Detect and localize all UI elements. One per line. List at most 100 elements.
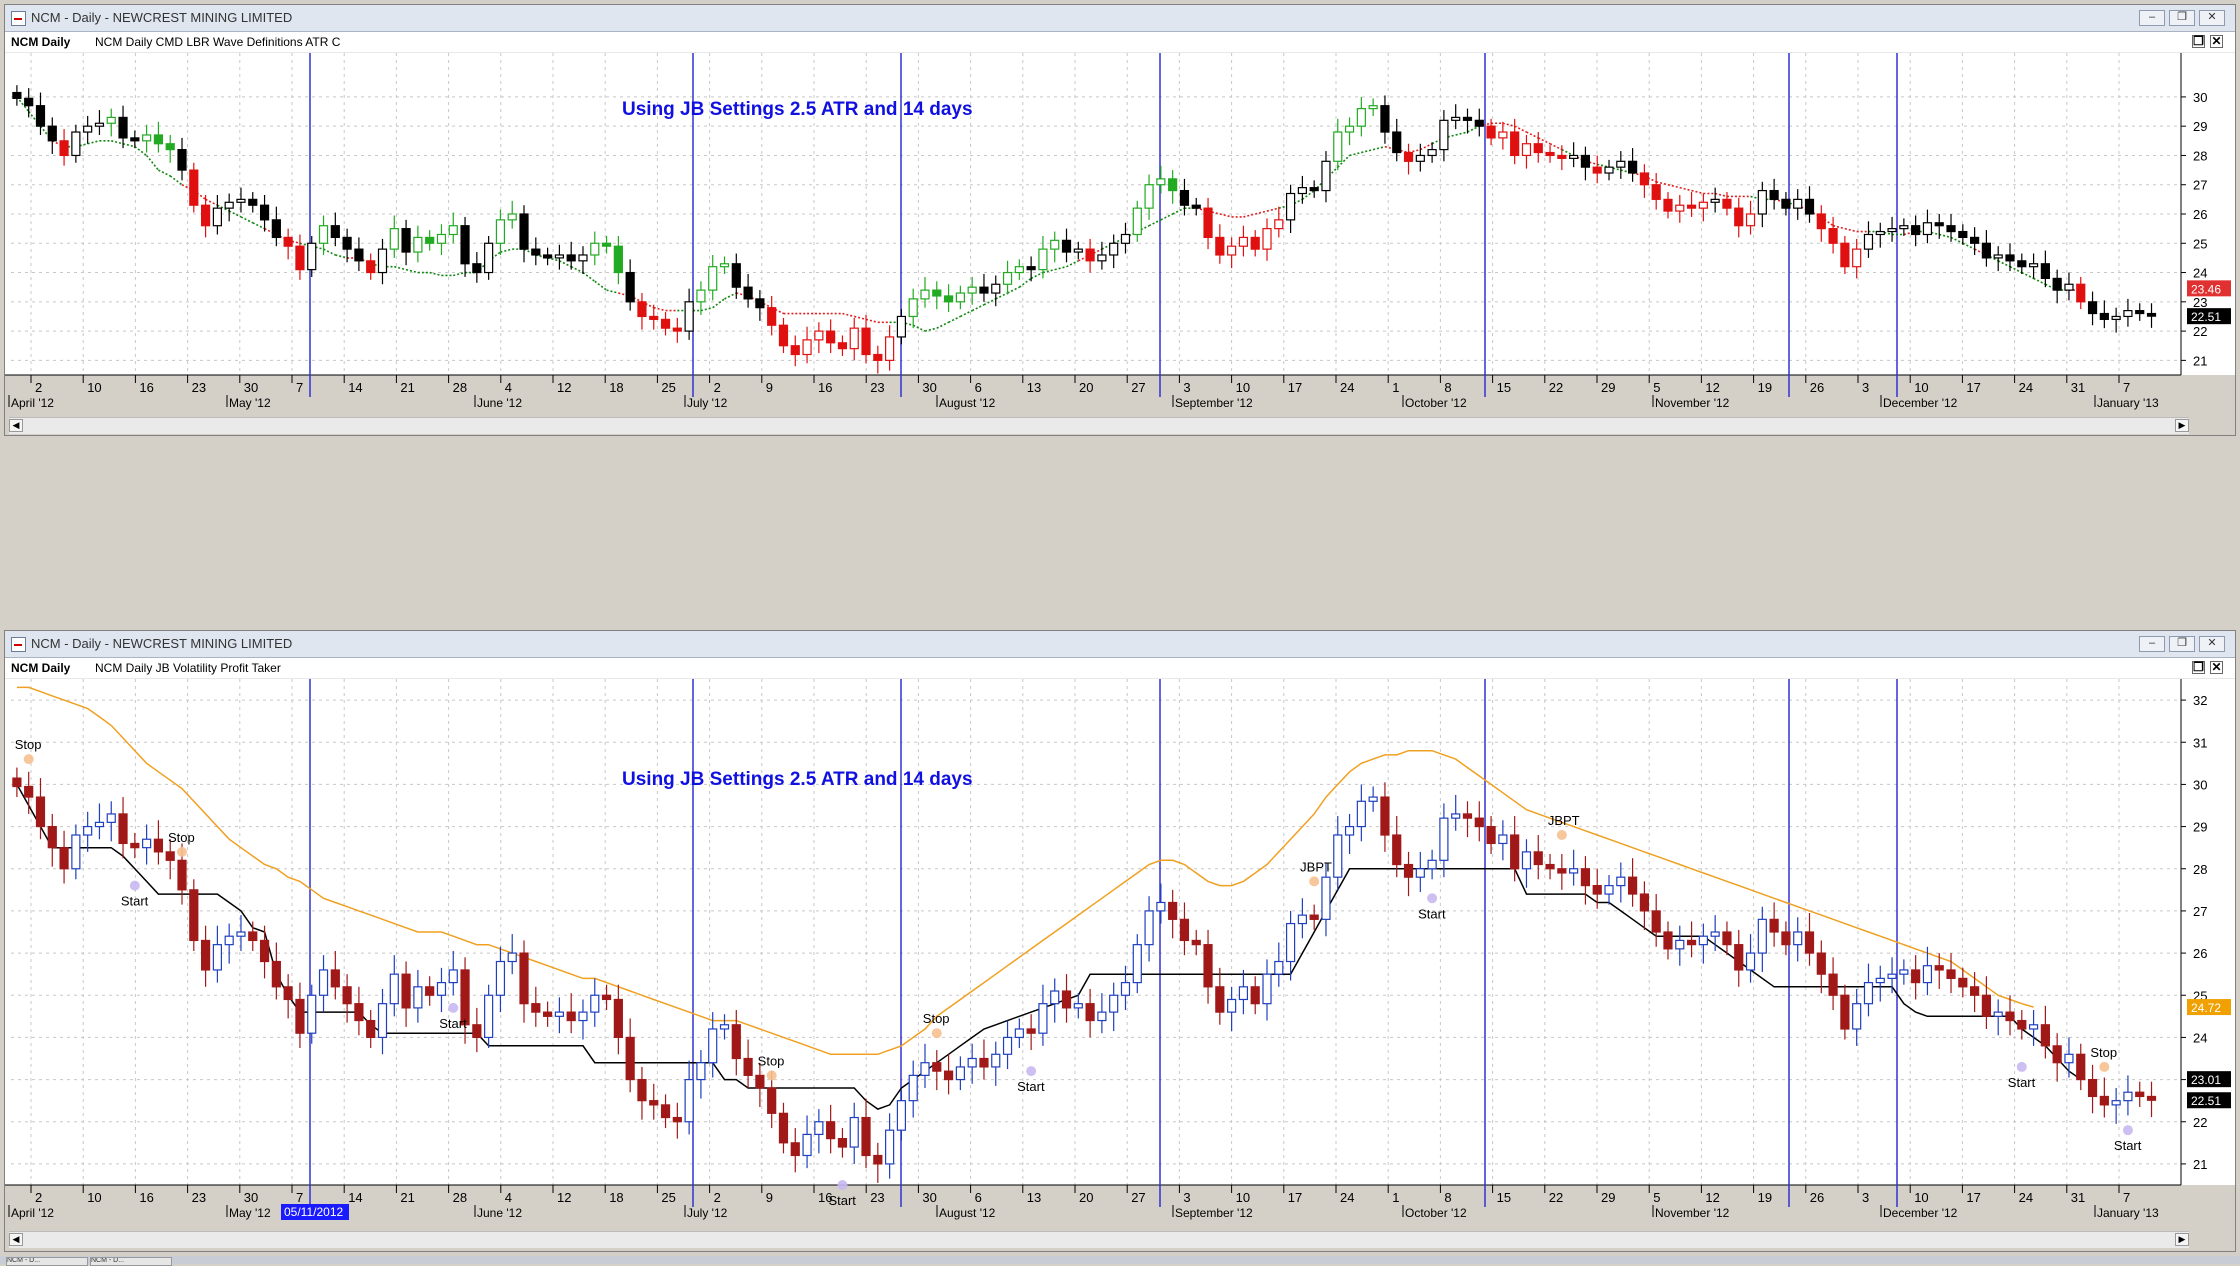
x-tick-label: 15: [1497, 380, 1511, 395]
month-label: September '12: [1175, 1206, 1253, 1220]
close-button[interactable]: ✕: [2199, 10, 2225, 26]
candle-body: [1958, 977, 1968, 988]
window-titlebar[interactable]: NCM - Daily - NEWCREST MINING LIMITED – …: [5, 5, 2235, 32]
maximize-pane-icon[interactable]: ❐: [2192, 660, 2205, 674]
candle-body: [2111, 315, 2121, 320]
minimize-button[interactable]: –: [2139, 636, 2165, 652]
candle-body: [896, 1100, 907, 1131]
candle-body: [1168, 178, 1178, 192]
window-tab[interactable]: NCM - D...: [90, 1257, 172, 1266]
candle-body: [590, 994, 600, 1013]
signal-label: Start: [2114, 1138, 2142, 1153]
candle-body: [2135, 310, 2145, 315]
candle-body: [1510, 131, 1520, 157]
candle-body: [1179, 918, 1190, 942]
month-label: December '12: [1883, 1206, 1958, 1220]
x-tick-label: 21: [400, 380, 414, 395]
candle-body: [1663, 198, 1673, 212]
y-tick-label: 28: [2193, 862, 2207, 877]
trail-stop-line: [39, 125, 53, 142]
y-tick-label: 29: [2193, 820, 2207, 835]
candle-body: [1592, 166, 1602, 174]
chart-window-top[interactable]: NCM - Daily - NEWCREST MINING LIMITED – …: [4, 4, 2236, 436]
candle-body: [1922, 222, 1933, 236]
signal-label: Stop: [923, 1011, 950, 1026]
candle-body: [177, 859, 187, 891]
minimize-button[interactable]: –: [2139, 10, 2165, 26]
close-pane-icon[interactable]: ✕: [2210, 34, 2223, 48]
candle-body: [1793, 931, 1803, 946]
month-label: October '12: [1405, 1206, 1467, 1220]
candle-body: [248, 198, 258, 206]
maximize-pane-icon[interactable]: ❐: [2192, 34, 2205, 48]
candle-body: [130, 842, 140, 849]
trail-stop-line: [1018, 277, 1032, 288]
candle-body: [719, 263, 730, 268]
x-tick-label: 10: [87, 1190, 101, 1205]
close-button[interactable]: ✕: [2199, 636, 2225, 652]
y-tick-label: 21: [2193, 1157, 2207, 1172]
scroll-left-icon[interactable]: ◀: [9, 419, 23, 432]
x-tick-label: 29: [1601, 380, 1615, 395]
x-tick-label: 24: [1340, 380, 1354, 395]
symbol-label: NCM Daily: [11, 661, 71, 675]
candle-body: [837, 342, 848, 350]
x-tick-label: 3: [1183, 1190, 1190, 1205]
candle-body: [696, 289, 706, 303]
candle-body: [1604, 885, 1614, 895]
candle-body: [1698, 935, 1708, 946]
scroll-right-icon[interactable]: ▶: [2175, 1233, 2189, 1246]
month-label: January '13: [2097, 1206, 2159, 1220]
chart-header: NCM Daily NCM Daily JB Volatility Profit…: [5, 658, 2235, 679]
x-tick-label: 16: [818, 1190, 832, 1205]
candle-body: [354, 1003, 364, 1022]
candle-body: [24, 785, 34, 798]
indicator-label: NCM Daily CMD LBR Wave Definitions ATR C: [95, 35, 341, 49]
candle-body: [507, 213, 517, 221]
candle-body: [1722, 198, 1732, 209]
x-tick-label: 17: [1966, 380, 1980, 395]
candle-body: [2123, 310, 2133, 318]
x-tick-label: 5: [1653, 380, 1660, 395]
candle-body: [1427, 148, 1437, 157]
window-tab[interactable]: NCM - D...: [6, 1257, 88, 1266]
month-label: June '12: [477, 1206, 522, 1220]
price-chart-bottom[interactable]: 2122232425262728293031322101623307142128…: [5, 679, 2235, 1231]
x-tick-label: 19: [1758, 1190, 1772, 1205]
candle-body: [1297, 914, 1307, 925]
horizontal-scrollbar[interactable]: ◀ ▶: [9, 417, 2189, 434]
chart-window-bottom[interactable]: NCM - Daily - NEWCREST MINING LIMITED – …: [4, 630, 2236, 1252]
candle-body: [1521, 143, 1532, 157]
restore-button[interactable]: ❐: [2169, 636, 2195, 652]
candle-body: [1486, 825, 1496, 845]
scroll-right-icon[interactable]: ▶: [2175, 419, 2189, 432]
y-tick-label: 24: [2193, 1030, 2207, 1045]
candle-body: [1486, 125, 1496, 139]
candle-body: [1002, 1036, 1013, 1055]
candle-body: [566, 1011, 576, 1022]
candle-body: [472, 1024, 482, 1039]
candle-body: [778, 324, 789, 347]
candle-body: [790, 1142, 800, 1157]
candle-body: [2064, 283, 2074, 291]
scroll-left-icon[interactable]: ◀: [9, 1233, 23, 1246]
month-label: May '12: [229, 1206, 271, 1220]
y-tick-label: 27: [2193, 904, 2207, 919]
candle-body: [719, 1024, 730, 1030]
restore-button[interactable]: ❐: [2169, 10, 2195, 26]
candle-body: [531, 248, 541, 256]
close-pane-icon[interactable]: ✕: [2210, 660, 2223, 674]
candle-body: [637, 301, 647, 318]
candle-body: [1415, 154, 1425, 162]
candle-body: [307, 242, 317, 271]
price-badge: [2187, 308, 2231, 325]
candle-body: [224, 935, 234, 946]
signal-label: Stop: [2090, 1045, 2117, 1060]
candle-body: [920, 289, 930, 300]
window-titlebar[interactable]: NCM - Daily - NEWCREST MINING LIMITED – …: [5, 631, 2235, 658]
candle-body: [1993, 1011, 2003, 1017]
y-tick-label: 26: [2193, 207, 2207, 222]
candle-body: [1109, 994, 1119, 1013]
horizontal-scrollbar[interactable]: ◀ ▶: [9, 1231, 2189, 1248]
